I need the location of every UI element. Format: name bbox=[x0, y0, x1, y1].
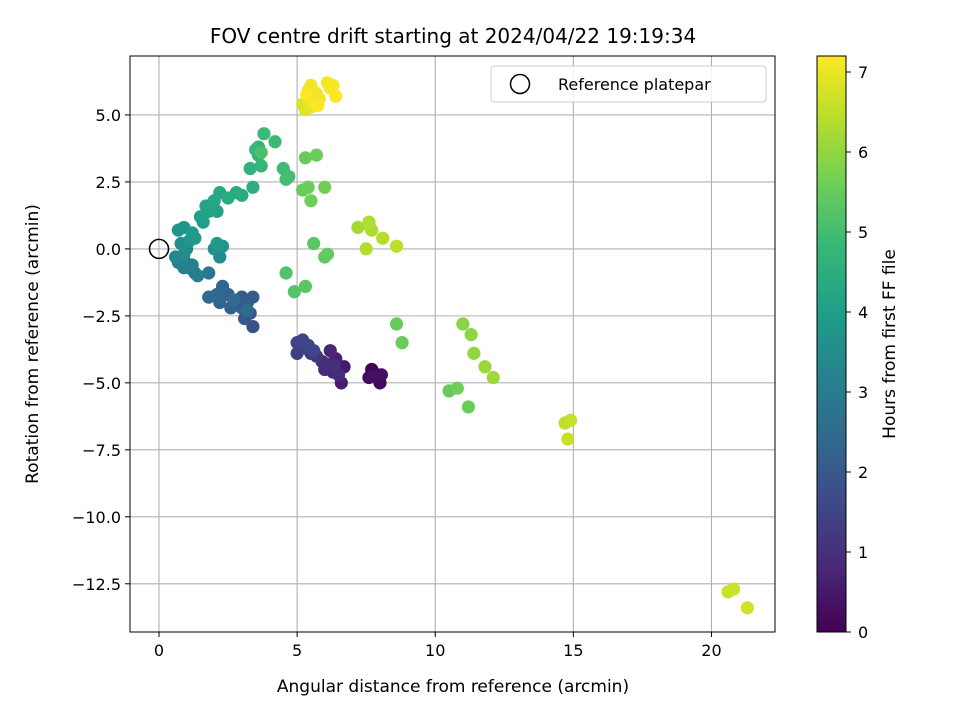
data-point-100 bbox=[464, 328, 478, 342]
y-tick-label-0: 5.0 bbox=[96, 106, 121, 125]
data-point-130 bbox=[300, 88, 314, 102]
legend-label-reference-platepar: Reference platepar bbox=[558, 75, 711, 94]
data-point-85 bbox=[307, 236, 321, 251]
data-point-129 bbox=[329, 89, 343, 103]
data-point-102 bbox=[478, 360, 492, 374]
colorbar-title: Hours from first FF file bbox=[880, 249, 900, 439]
data-point-82 bbox=[279, 266, 293, 280]
data-point-76 bbox=[257, 127, 271, 141]
data-point-5 bbox=[366, 369, 380, 383]
colorbar-tick-label-1: 1 bbox=[858, 543, 868, 562]
data-point-110 bbox=[362, 215, 376, 229]
x-axis-title: Angular distance from reference (arcmin) bbox=[277, 677, 629, 697]
x-tick-label-2: 10 bbox=[425, 641, 445, 660]
legend-reference-marker-icon bbox=[509, 73, 531, 95]
legend-box bbox=[490, 65, 767, 103]
data-point-58 bbox=[210, 236, 224, 251]
data-point-71 bbox=[243, 161, 257, 176]
y-tick-label-6: −10.0 bbox=[72, 508, 121, 527]
data-point-107 bbox=[359, 242, 373, 256]
data-point-74 bbox=[254, 159, 268, 173]
data-point-93 bbox=[318, 180, 332, 194]
data-point-128 bbox=[326, 78, 340, 93]
data-point-70 bbox=[246, 180, 260, 194]
data-point-116 bbox=[740, 601, 754, 615]
legend: Reference platepar bbox=[490, 65, 767, 103]
x-tick-label-3: 15 bbox=[563, 641, 583, 660]
data-point-94 bbox=[389, 317, 404, 331]
colorbar: 0 1 2 3 4 5 6 7 Hours from first FF file bbox=[816, 55, 900, 642]
x-axis-ticks: 0 5 10 15 20 bbox=[154, 632, 722, 660]
y-axis-ticks: 5.0 2.5 0.0 −2.5 −5.0 −7.5 −10.0 −12.5 bbox=[72, 106, 130, 594]
y-tick-label-2: 0.0 bbox=[96, 240, 121, 259]
colorbar-tick-label-0: 0 bbox=[858, 623, 868, 642]
data-point-112 bbox=[563, 413, 578, 427]
data-point-10 bbox=[323, 344, 337, 358]
data-point-23 bbox=[307, 344, 321, 358]
data-point-99 bbox=[456, 317, 470, 331]
data-point-51 bbox=[177, 247, 191, 261]
data-point-113 bbox=[561, 432, 575, 446]
reference-marker bbox=[148, 238, 170, 260]
data-point-89 bbox=[301, 180, 315, 194]
data-point-15 bbox=[327, 358, 342, 373]
data-point-91 bbox=[298, 151, 313, 165]
data-point-59 bbox=[185, 226, 199, 240]
chart-title: FOV centre drift starting at 2024/04/22 … bbox=[210, 24, 696, 48]
y-axis-title: Rotation from reference (arcmin) bbox=[23, 204, 43, 484]
data-point-80 bbox=[282, 169, 296, 184]
colorbar-tick-label-5: 5 bbox=[858, 223, 868, 242]
x-tick-label-1: 5 bbox=[292, 641, 302, 660]
data-point-97 bbox=[450, 381, 464, 395]
data-point-29 bbox=[246, 290, 260, 304]
data-point-43 bbox=[191, 269, 205, 283]
data-point-38 bbox=[240, 303, 254, 318]
plot-area-frame bbox=[129, 55, 776, 633]
data-point-98 bbox=[461, 400, 475, 414]
data-point-84 bbox=[298, 279, 313, 293]
data-point-109 bbox=[389, 239, 404, 253]
data-point-83 bbox=[287, 285, 301, 299]
data-point-95 bbox=[395, 336, 409, 350]
x-tick-label-4: 20 bbox=[701, 641, 721, 660]
data-point-24 bbox=[246, 319, 260, 334]
data-point-41 bbox=[202, 266, 216, 280]
data-point-90 bbox=[304, 194, 318, 208]
data-point-108 bbox=[376, 231, 390, 245]
colorbar-tick-label-3: 3 bbox=[858, 383, 868, 402]
data-point-36 bbox=[202, 290, 216, 304]
y-tick-label-5: −7.5 bbox=[82, 441, 121, 460]
grid-lines bbox=[130, 56, 775, 632]
data-point-92 bbox=[309, 148, 324, 162]
data-point-87 bbox=[320, 247, 335, 261]
colorbar-tick-label-2: 2 bbox=[858, 463, 868, 482]
data-point-37 bbox=[226, 293, 241, 307]
colorbar-tick-label-4: 4 bbox=[858, 303, 868, 322]
reference-platepar-marker bbox=[148, 238, 170, 260]
data-point-68 bbox=[235, 188, 249, 202]
data-point-103 bbox=[486, 370, 500, 385]
colorbar-tick-label-7: 7 bbox=[858, 63, 868, 82]
x-tick-label-0: 0 bbox=[154, 641, 164, 660]
y-tick-label-7: −12.5 bbox=[72, 575, 121, 594]
y-tick-label-1: 2.5 bbox=[96, 173, 121, 192]
y-tick-label-4: −5.0 bbox=[82, 374, 121, 393]
data-point-104 bbox=[351, 220, 365, 235]
data-point-19 bbox=[290, 346, 304, 360]
data-point-81 bbox=[254, 145, 268, 160]
y-tick-label-3: −2.5 bbox=[82, 307, 121, 326]
data-point-115 bbox=[726, 582, 741, 596]
colorbar-gradient bbox=[816, 55, 847, 633]
scatter-points bbox=[168, 76, 754, 615]
data-point-131 bbox=[311, 98, 325, 113]
data-point-69 bbox=[221, 191, 235, 205]
data-point-46 bbox=[177, 261, 191, 275]
colorbar-ticks: 0 1 2 3 4 5 6 7 bbox=[846, 63, 868, 642]
data-point-77 bbox=[268, 135, 282, 149]
data-point-101 bbox=[467, 346, 481, 360]
colorbar-tick-label-6: 6 bbox=[858, 143, 868, 162]
data-point-21 bbox=[290, 336, 304, 350]
